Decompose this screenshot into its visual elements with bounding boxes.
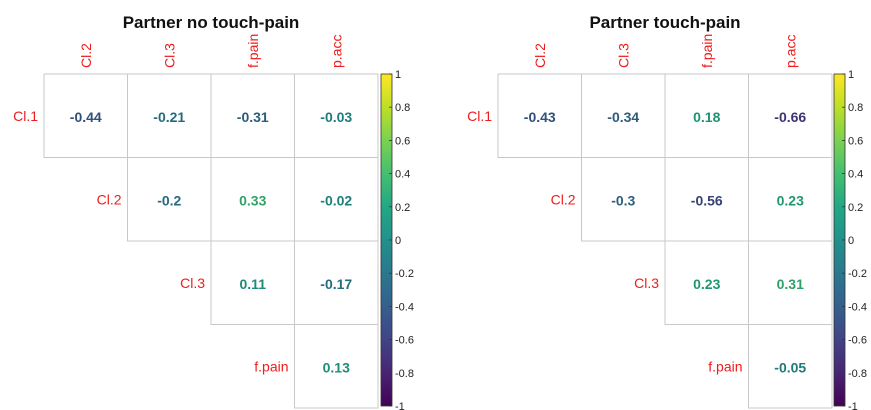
colorbar-tick-label: -0.4 [848, 301, 867, 313]
cell-value-label: -0.34 [607, 109, 639, 125]
column-label: p.acc [782, 35, 798, 68]
column-label: Cl.3 [615, 43, 631, 68]
cell-value-label: -0.66 [774, 109, 806, 125]
colorbar-tick-label: 0.2 [395, 202, 410, 214]
colorbar-tick-label: 0.6 [395, 135, 410, 147]
heatmap-cell [748, 324, 833, 409]
heatmap-cell [127, 73, 212, 158]
colorbar-tick-label: 1 [395, 69, 401, 81]
colorbar-tick-label: 0.2 [848, 202, 863, 214]
heatmap-cell [664, 240, 749, 325]
colorbar-tick-label: -1 [848, 401, 858, 410]
heatmap-cell [581, 73, 666, 158]
cell-value-label: -0.17 [320, 276, 352, 292]
colorbar-tick-label: 0.4 [848, 169, 863, 181]
heatmap-cell [210, 73, 295, 158]
cell-value-label: -0.03 [320, 109, 352, 125]
column-label: Cl.2 [78, 43, 94, 68]
row-label: f.pain [708, 358, 742, 374]
heatmap-cell [210, 157, 295, 242]
cell-value-label: 0.23 [777, 192, 804, 208]
column-label: f.pain [245, 34, 261, 68]
colorbar-tick-label: -0.8 [848, 368, 867, 380]
row-label: Cl.2 [97, 191, 122, 207]
column-label: p.acc [328, 35, 344, 68]
colorbar-tick-label: 0.4 [395, 169, 410, 181]
colorbar-tick-label: -0.4 [395, 301, 414, 313]
heatmap-cell [210, 240, 295, 325]
heatmap-panel-1: Partner no touch-pain Cl.2 Cl.3 f.pain p.acc… [13, 13, 414, 410]
colorbar-tick-label: 1 [848, 69, 854, 81]
cell-value-label: 0.18 [693, 109, 720, 125]
colorbar-tick-label: 0 [395, 235, 401, 247]
cell-value-label: 0.33 [239, 192, 266, 208]
cell-value-label: -0.05 [774, 359, 806, 375]
colorbar-tick-label: -0.6 [848, 335, 867, 347]
cell-value-label: 0.23 [693, 276, 720, 292]
colorbar-tick-label: -1 [395, 401, 405, 410]
colorbar: 1 0.8 0.6 0.4 0.2 0 -0.2 -0.4 -0.6 -0.8 -1 [833, 69, 867, 410]
colorbar-tick-label: 0.8 [848, 102, 863, 114]
chart-title: Partner no touch-pain [123, 13, 300, 32]
cell-value-label: -0.21 [153, 109, 185, 125]
heatmap-cell [748, 73, 833, 158]
heatmap-cell [664, 157, 749, 242]
chart-title: Partner touch-pain [589, 13, 740, 32]
colorbar: 1 0.8 0.6 0.4 0.2 0 -0.2 -0.4 -0.6 -0.8 -1 [380, 69, 414, 410]
heatmap-cell [748, 157, 833, 242]
column-label: Cl.3 [161, 43, 177, 68]
row-label: Cl.3 [180, 275, 205, 291]
cell-value-label: -0.44 [70, 109, 102, 125]
colorbar-tick-label: -0.8 [395, 368, 414, 380]
cell-value-label: -0.02 [320, 192, 352, 208]
colorbar-tick-label: -0.6 [395, 335, 414, 347]
cell-value-label: 0.31 [777, 276, 804, 292]
column-label: Cl.2 [532, 43, 548, 68]
row-label: Cl.3 [634, 275, 659, 291]
heatmap-cell [294, 324, 379, 409]
row-label: Cl.1 [13, 108, 38, 124]
heatmap-cell [497, 73, 582, 158]
cell-value-label: -0.3 [611, 192, 635, 208]
colorbar-tick-label: -0.2 [395, 268, 414, 280]
row-label: Cl.2 [551, 191, 576, 207]
cell-value-label: 0.13 [323, 359, 350, 375]
colorbar-tick-label: 0.8 [395, 102, 410, 114]
heatmap-cell [294, 73, 379, 158]
row-label: f.pain [254, 358, 288, 374]
cell-value-label: -0.2 [157, 192, 181, 208]
colorbar-tick-label: -0.2 [848, 268, 867, 280]
heatmap-cell [43, 73, 128, 158]
cell-value-label: -0.56 [691, 192, 723, 208]
column-label: f.pain [699, 34, 715, 68]
colorbar-tick-label: 0.6 [848, 135, 863, 147]
colorbar-tick-label: 0 [848, 235, 854, 247]
heatmap-cell [127, 157, 212, 242]
cell-value-label: -0.43 [524, 109, 556, 125]
heatmap-panel-2: Partner touch-pain Cl.2 Cl.3 f.pain p.acc -0.… [467, 13, 867, 410]
row-label: Cl.1 [467, 108, 492, 124]
cell-value-label: -0.31 [237, 109, 269, 125]
cell-value-label: 0.11 [240, 276, 267, 292]
